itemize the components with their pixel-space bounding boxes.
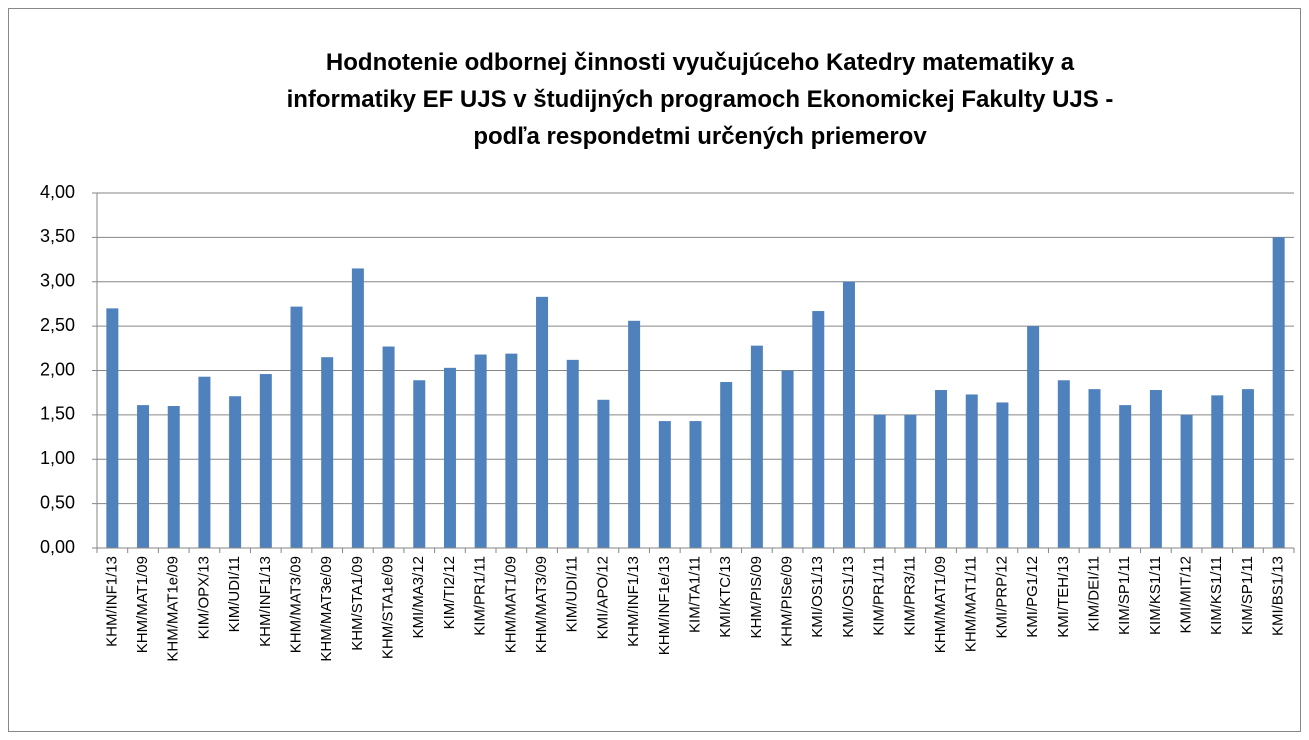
bar bbox=[229, 396, 242, 548]
x-tick-label: KMI/OS1/13 bbox=[840, 556, 857, 638]
y-tick-label: 4,00 bbox=[40, 182, 75, 202]
bar bbox=[106, 308, 119, 548]
bar bbox=[382, 346, 395, 548]
x-tick-label: KMI/MIT/12 bbox=[1178, 556, 1195, 634]
bar bbox=[1241, 389, 1254, 548]
bar bbox=[505, 353, 518, 548]
x-tick-label: KHM/MAT3/09 bbox=[287, 556, 304, 653]
x-tick-label: KHM/MAT1/09 bbox=[932, 556, 949, 653]
bar bbox=[1119, 405, 1132, 548]
x-tick-label: KMI/APO/12 bbox=[594, 556, 611, 639]
chart-title: Hodnotenie odbornej činnosti vyučujúceho… bbox=[286, 49, 1114, 150]
bar bbox=[1057, 380, 1070, 548]
bar bbox=[1088, 389, 1101, 548]
bar bbox=[536, 296, 549, 548]
x-tick-label: KHM/MAT1/09 bbox=[134, 556, 151, 653]
bar bbox=[290, 306, 303, 548]
bar bbox=[413, 380, 426, 548]
x-tick-label: KIM/SP1/11 bbox=[1239, 556, 1256, 635]
x-tick-label: KHM/PIS/09 bbox=[748, 556, 765, 639]
x-tick-label: KIM/OPX/13 bbox=[195, 556, 212, 639]
y-tick-label: 3,50 bbox=[40, 226, 75, 246]
x-tick-label: KIM/KS1/11 bbox=[1147, 556, 1164, 635]
x-tick-label: KIM/KS1/11 bbox=[1208, 556, 1225, 635]
bar bbox=[137, 405, 150, 548]
bar bbox=[781, 370, 794, 548]
x-tick-label: KIM/DEI/11 bbox=[1085, 556, 1102, 632]
bar bbox=[904, 414, 917, 548]
bar bbox=[965, 394, 978, 548]
bar bbox=[720, 382, 733, 548]
y-tick-label: 3,00 bbox=[40, 271, 75, 291]
y-tick-label: 0,50 bbox=[40, 492, 75, 512]
bar bbox=[628, 320, 641, 548]
x-tick-label: KHM/INF1e/13 bbox=[656, 556, 673, 655]
bar bbox=[935, 390, 948, 548]
bar bbox=[259, 374, 272, 548]
bar bbox=[321, 357, 334, 548]
x-tick-label: KHM/MAT3e/09 bbox=[318, 556, 335, 662]
x-tick-label: KIM/PR1/11 bbox=[472, 556, 489, 636]
x-tick-label: KMI/KTC/13 bbox=[717, 556, 734, 638]
x-tick-label: KHM/PISe/09 bbox=[779, 556, 796, 647]
bar bbox=[167, 406, 180, 548]
x-tick-label: KIM/PR3/11 bbox=[901, 556, 918, 636]
y-tick-label: 0,00 bbox=[40, 537, 75, 557]
bar bbox=[842, 281, 855, 548]
x-tick-label: KHM/STA1/09 bbox=[349, 556, 366, 651]
x-tick-label: KHM/INF1/13 bbox=[625, 556, 642, 647]
x-tick-label: KIM/PR1/11 bbox=[871, 556, 888, 636]
x-tick-label: KHM/STA1e/09 bbox=[380, 556, 397, 659]
x-tick-label: KHM/MAT1/09 bbox=[502, 556, 519, 653]
y-tick-label: 2,50 bbox=[40, 315, 75, 335]
x-tick-label: KHM/INF1/13 bbox=[257, 556, 274, 647]
x-tick-label: KHM/INF1/13 bbox=[103, 556, 120, 647]
bar bbox=[1149, 390, 1162, 548]
x-tick-label: KMI/TEH/13 bbox=[1055, 556, 1072, 638]
x-tick-label: KMI/PRP/12 bbox=[993, 556, 1010, 639]
y-tick-label: 1,00 bbox=[40, 448, 75, 468]
x-tick-label: KMI/OS1/13 bbox=[809, 556, 826, 638]
bar bbox=[689, 421, 702, 548]
bar bbox=[443, 367, 456, 548]
bar bbox=[1027, 326, 1040, 548]
x-tick-label: KMI/BS1/13 bbox=[1270, 556, 1287, 636]
x-tick-label: KIM/SP1/11 bbox=[1116, 556, 1133, 635]
x-tick-label: KIM/UDI/11 bbox=[226, 556, 243, 632]
bar bbox=[597, 399, 610, 548]
bar bbox=[474, 354, 487, 548]
bar bbox=[1272, 237, 1285, 548]
bar bbox=[1211, 395, 1224, 548]
x-tick-label: KHM/MAT3/09 bbox=[533, 556, 550, 653]
x-tick-label: KIM/UDI/11 bbox=[564, 556, 581, 632]
bar bbox=[750, 345, 763, 548]
bar bbox=[873, 414, 886, 548]
bar bbox=[1180, 414, 1193, 548]
x-tick-label: KIM/TI2/12 bbox=[441, 556, 458, 629]
bar bbox=[198, 376, 211, 548]
x-tick-label: KMI/MA3/12 bbox=[410, 556, 427, 639]
bar bbox=[658, 421, 671, 548]
y-tick-label: 1,50 bbox=[40, 404, 75, 424]
x-tick-label: KHM/MAT1e/09 bbox=[165, 556, 182, 662]
bar bbox=[812, 311, 825, 548]
x-tick-label: KHM/MAT1/11 bbox=[963, 556, 980, 652]
bar bbox=[351, 268, 364, 548]
x-tick-label: KMI/PG1/12 bbox=[1024, 556, 1041, 638]
y-tick-label: 2,00 bbox=[40, 359, 75, 379]
x-tick-label: KIM/TA1/11 bbox=[686, 556, 703, 633]
bar bbox=[566, 359, 579, 548]
bar bbox=[996, 402, 1009, 548]
chart-border bbox=[8, 8, 1301, 732]
